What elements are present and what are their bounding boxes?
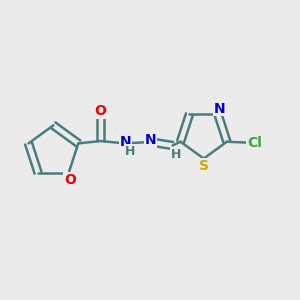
Text: N: N bbox=[145, 134, 157, 147]
Text: H: H bbox=[125, 145, 136, 158]
Text: O: O bbox=[94, 104, 106, 118]
Text: N: N bbox=[214, 101, 225, 116]
Text: O: O bbox=[64, 173, 76, 187]
Text: H: H bbox=[171, 148, 181, 161]
Text: S: S bbox=[199, 159, 209, 173]
Text: Cl: Cl bbox=[247, 136, 262, 150]
Text: N: N bbox=[120, 135, 131, 149]
